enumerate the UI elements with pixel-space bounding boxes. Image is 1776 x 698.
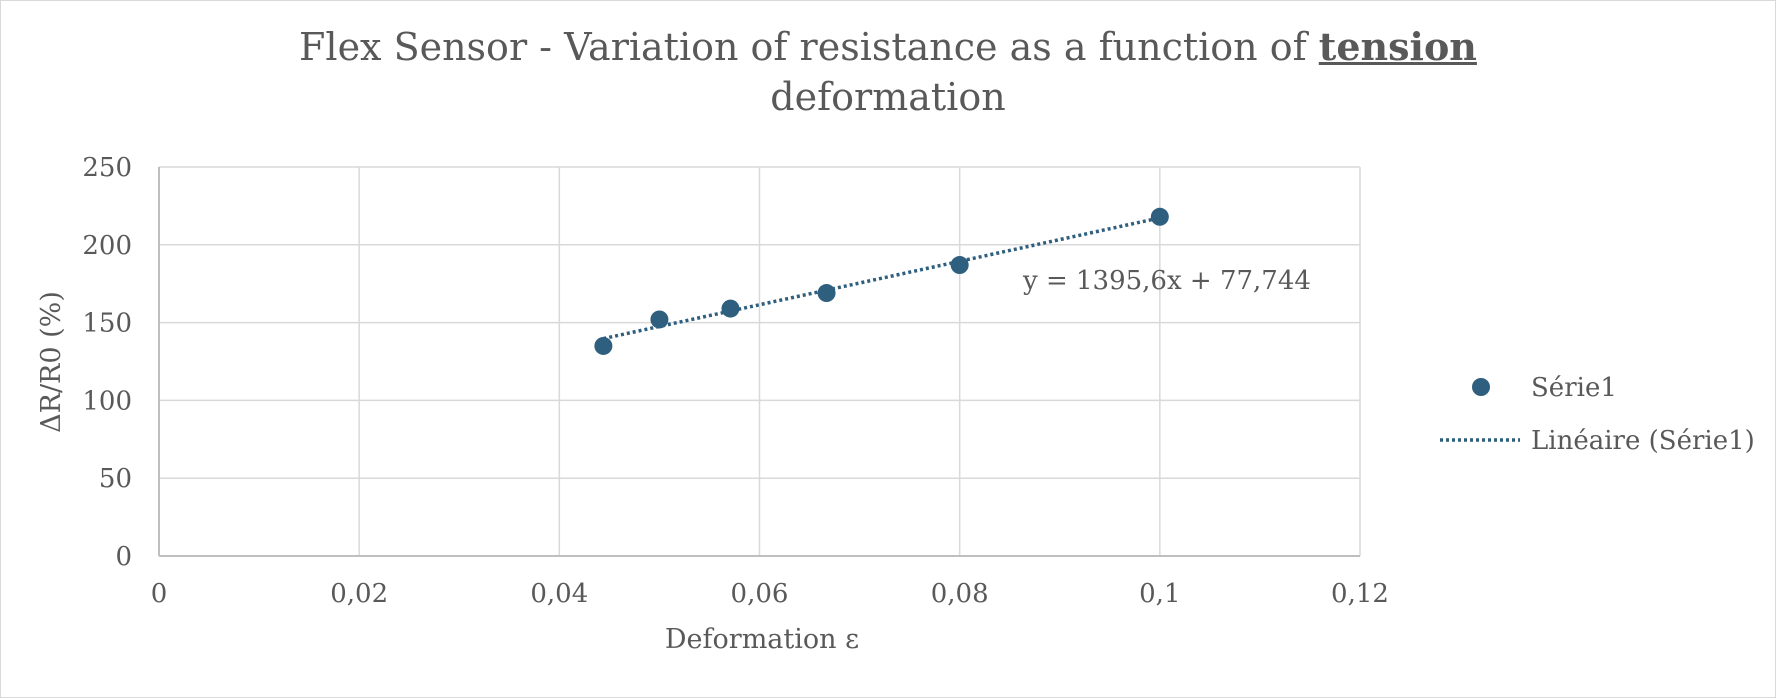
y-tick-label-2: 100 xyxy=(82,386,132,416)
x-tick-label-4: 0,08 xyxy=(931,579,989,609)
point-layer xyxy=(594,207,1169,355)
trend-layer xyxy=(602,216,1161,341)
chart-title-emphasis: tension xyxy=(1318,24,1477,69)
tick-label-layer: 0 0,02 0,04 0,06 0,08 0,1 0,12 0 50 100 150 200 250 xyxy=(82,153,1389,609)
chart-title-suffix: deformation xyxy=(770,75,1006,119)
legend: Série1 Linéaire (Série1) xyxy=(1440,373,1755,456)
y-tick-label-0: 0 xyxy=(115,542,132,572)
grid-layer xyxy=(159,166,1361,556)
x-tick-label-0: 0 xyxy=(151,579,168,609)
trendline-equation-label: y = 1395,6x + 77,744 xyxy=(1022,266,1311,296)
x-tick-label-6: 0,12 xyxy=(1331,579,1389,609)
legend-marker-serie1 xyxy=(1472,378,1490,396)
x-tick-label-2: 0,04 xyxy=(530,579,588,609)
x-tick-label-3: 0,06 xyxy=(731,579,789,609)
legend-label-serie1: Série1 xyxy=(1531,373,1617,403)
trendline xyxy=(602,216,1161,341)
x-axis-title: Deformation ε xyxy=(665,624,859,655)
y-axis-title: ΔR/R0 (%) xyxy=(36,291,67,433)
y-tick-label-1: 50 xyxy=(99,464,132,494)
data-point-0-5 xyxy=(1150,207,1169,226)
data-point-0-2 xyxy=(721,299,740,318)
data-point-0-1 xyxy=(650,310,669,329)
data-point-0-3 xyxy=(817,284,836,303)
data-point-0-4 xyxy=(950,256,969,275)
y-tick-label-4: 200 xyxy=(82,231,132,261)
x-tick-label-5: 0,1 xyxy=(1139,579,1180,609)
data-point-0-0 xyxy=(594,336,613,355)
y-tick-label-3: 150 xyxy=(82,309,132,339)
y-tick-label-5: 250 xyxy=(82,153,132,183)
legend-label-trendline: Linéaire (Série1) xyxy=(1531,426,1755,456)
axis-layer xyxy=(158,167,1360,557)
chart-title-prefix: Flex Sensor - Variation of resistance as… xyxy=(299,25,1319,69)
chart-title: Flex Sensor - Variation of resistance as… xyxy=(0,22,1776,122)
x-tick-label-1: 0,02 xyxy=(330,579,388,609)
